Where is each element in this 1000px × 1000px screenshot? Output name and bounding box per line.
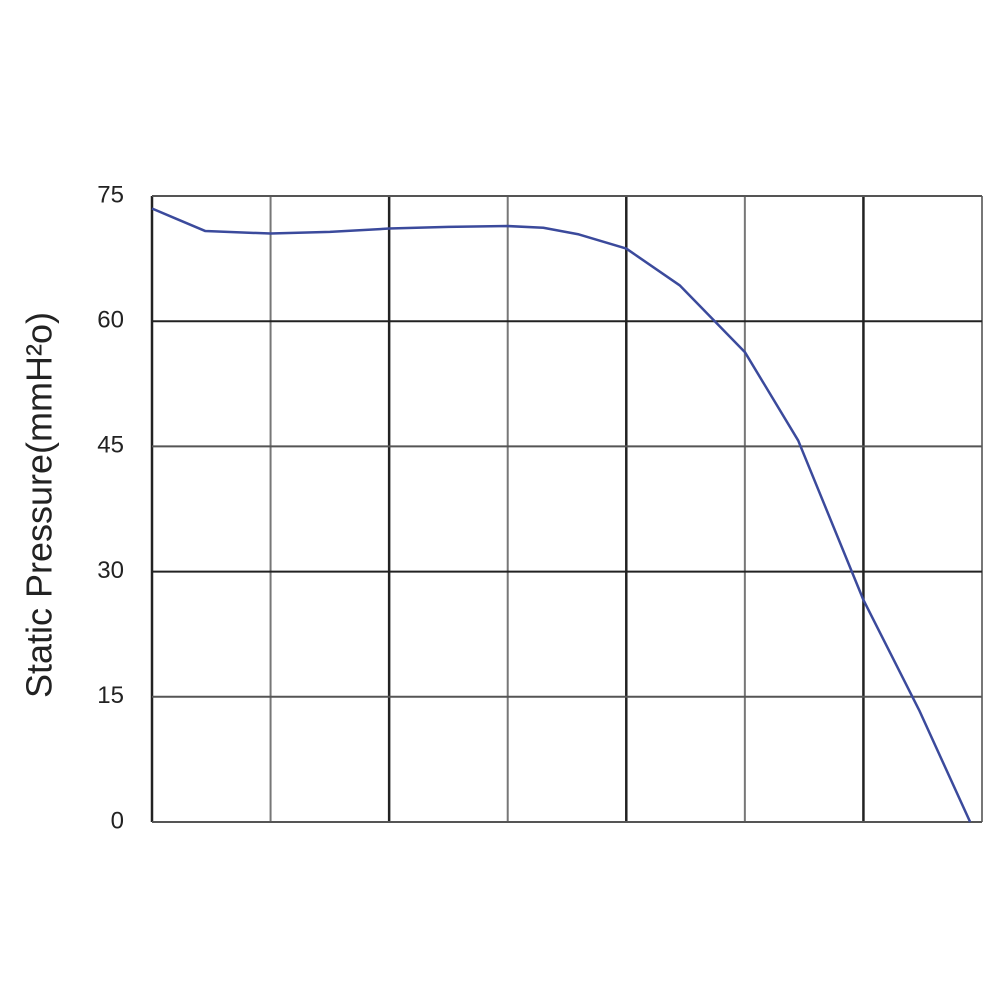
y-tick-label: 60 <box>97 307 124 334</box>
y-tick-label: 0 <box>111 807 124 834</box>
y-axis-label: Static Pressure(mmH²o) <box>19 312 60 698</box>
y-tick-label: 45 <box>97 432 124 459</box>
y-tick-label: 30 <box>97 557 124 584</box>
data-line <box>151 207 972 823</box>
y-tick-label: 75 <box>97 181 124 208</box>
y-tick-label: 15 <box>97 682 124 709</box>
